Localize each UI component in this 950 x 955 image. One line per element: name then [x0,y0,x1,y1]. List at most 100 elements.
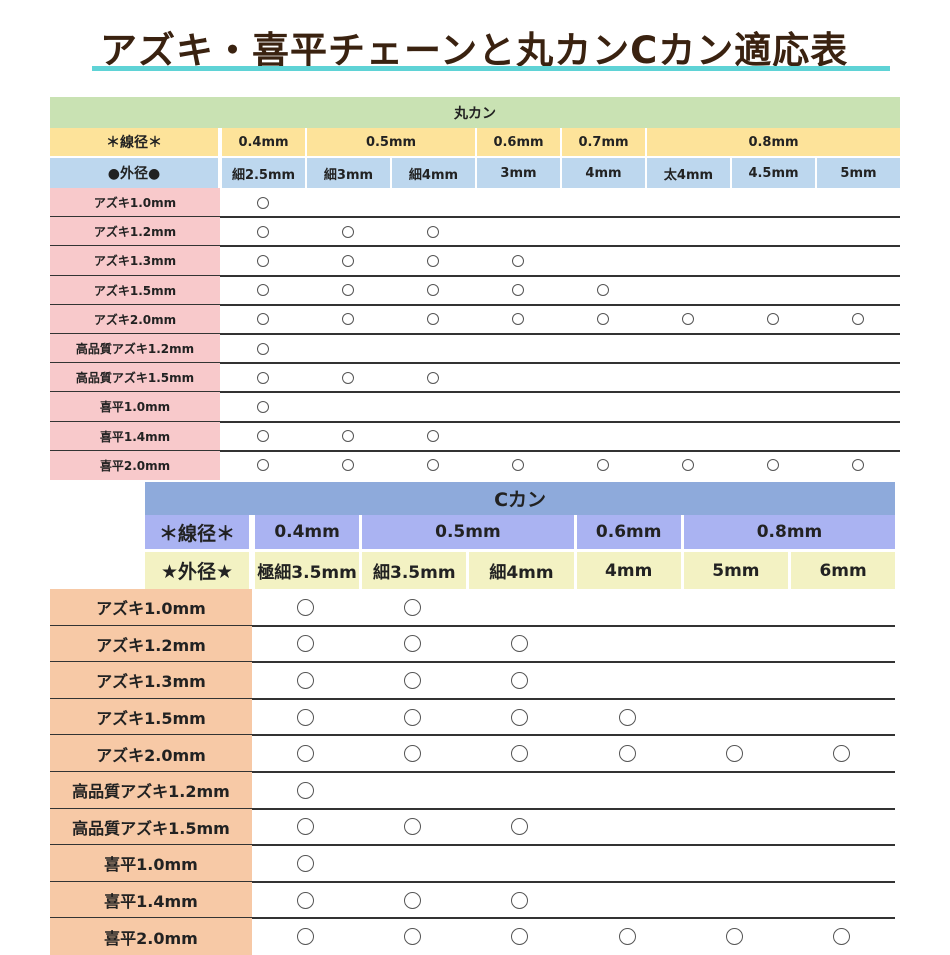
circle-icon [256,225,269,238]
circle-icon [404,635,422,653]
row-label: 高品質アズキ1.5mm [50,808,252,846]
wire-diameter-label: ＊線径＊ [145,515,249,549]
row-label: 高品質アズキ1.2mm [50,772,252,809]
row-divider [50,420,900,423]
circle-icon [725,928,743,946]
row-label: 喜平1.4mm [50,881,252,919]
row-divider [50,844,896,847]
row-divider [50,771,896,773]
compatible-mark [645,305,730,334]
compatible-mark [730,305,815,334]
compatible-mark [560,305,645,334]
compatible-mark [252,918,359,955]
compatible-mark [475,276,560,305]
circle-icon [256,313,269,326]
outer-diameter-label: ●外径● [50,158,218,188]
row-label: アズキ2.0mm [50,735,252,772]
outer-diameter-header: 3mm [477,158,560,188]
circle-icon [596,284,609,297]
compatible-mark [252,589,359,626]
circle-icon [596,313,609,326]
compatible-mark [252,845,359,882]
wire-diameter-label: ＊線径＊ [50,128,218,156]
circle-icon [851,313,864,326]
row-label: アズキ1.0mm [50,188,220,218]
circle-icon [618,745,636,763]
row-divider [50,624,896,627]
outer-diameter-header: 細4mm [392,158,475,188]
compatible-mark [305,305,390,334]
compatible-mark [220,422,305,451]
compatible-mark [815,305,900,334]
compatible-mark [305,422,390,451]
outer-diameter-header: 4.5mm [732,158,815,188]
compatible-mark [390,276,475,305]
compatible-mark [220,334,305,363]
row-divider [50,917,896,920]
compatible-mark [730,451,815,480]
compatible-mark [305,246,390,275]
outer-diameter-header: 6mm [791,552,896,589]
circle-icon [511,928,529,946]
compatible-mark [390,451,475,480]
compatible-mark [305,276,390,305]
circle-icon [511,708,529,726]
circle-icon [256,371,269,384]
compatible-mark [252,699,359,736]
wire-diameter-header: 0.6mm [576,515,681,549]
compatible-mark [815,451,900,480]
compatible-mark [252,626,359,663]
circle-icon [297,928,315,946]
circle-icon [297,598,315,616]
row-divider [50,274,900,277]
title-underline [92,66,890,71]
circle-icon [297,781,315,799]
compatible-mark [359,918,466,955]
wire-diameter-header: 0.8mm [683,515,896,549]
circle-icon [511,635,529,653]
outer-diameter-header: 5mm [683,552,788,589]
row-label: 喜平1.0mm [50,392,220,422]
table-heading: Cカン [145,482,896,515]
wire-diameter-header: 0.6mm [477,128,560,156]
compatible-mark [220,246,305,275]
circle-icon [681,313,694,326]
compatible-mark [466,809,573,846]
circle-icon [426,430,439,443]
circle-icon [297,854,315,872]
row-divider [50,807,896,810]
circle-icon [256,254,269,267]
compatible-mark [390,246,475,275]
circle-icon [725,745,743,763]
row-label: 高品質アズキ1.2mm [50,334,220,364]
row-divider [50,216,900,219]
row-divider [50,245,900,248]
row-label: 喜平2.0mm [50,918,252,955]
compatible-mark [574,735,681,772]
compatible-mark [305,217,390,246]
compatible-mark [466,918,573,955]
circle-icon [766,313,779,326]
compatible-mark [305,363,390,392]
compatible-mark [359,589,466,626]
compatible-mark [359,809,466,846]
circle-icon [297,708,315,726]
row-label: アズキ1.5mm [50,698,252,736]
circle-icon [511,745,529,763]
circle-icon [256,430,269,443]
circle-icon [256,342,269,355]
compatible-mark [305,451,390,480]
outer-diameter-header: 太4mm [647,158,730,188]
circle-icon [404,598,422,616]
circle-icon [833,745,851,763]
outer-diameter-header: 細3.5mm [362,552,467,589]
circle-icon [511,671,529,689]
circle-icon [341,459,354,472]
outer-diameter-header: 細4mm [469,552,574,589]
compatible-mark [466,735,573,772]
compatible-mark [220,363,305,392]
row-divider [50,661,896,664]
compatible-mark [252,735,359,772]
compatible-mark [475,305,560,334]
circle-icon [426,225,439,238]
